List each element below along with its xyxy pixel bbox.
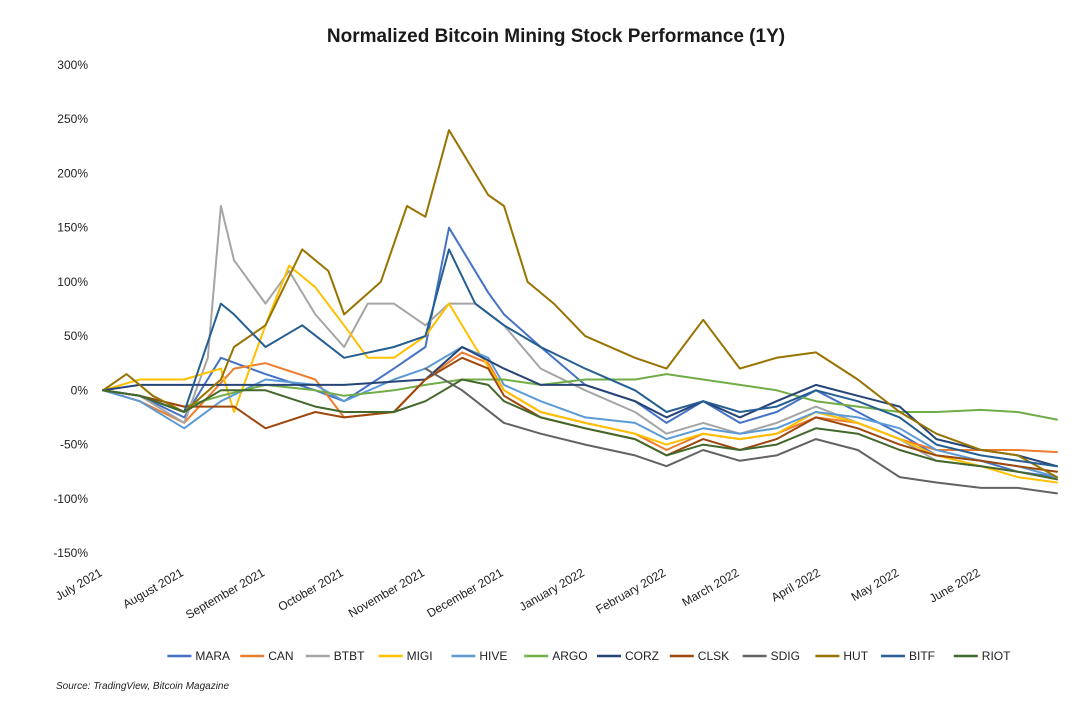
y-tick-label: 250% bbox=[57, 112, 88, 126]
x-tick-label: December 2021 bbox=[425, 565, 506, 620]
x-tick-label: June 2022 bbox=[927, 565, 983, 605]
x-tick-label: March 2022 bbox=[679, 565, 741, 609]
legend-label: HUT bbox=[843, 649, 868, 663]
series-line-riot bbox=[102, 378, 1058, 481]
series-line-sdig bbox=[424, 367, 1058, 495]
legend-label: ARGO bbox=[552, 649, 587, 663]
y-tick-label: 0% bbox=[71, 383, 89, 397]
legend-item-mara: MARA bbox=[167, 649, 230, 663]
x-tick-label: February 2022 bbox=[593, 565, 668, 616]
legend-item-riot: RIOT bbox=[953, 649, 1011, 663]
legend-label: BITF bbox=[909, 649, 935, 663]
x-tick-label: August 2021 bbox=[120, 565, 186, 611]
legend-item-migi: MIGI bbox=[378, 649, 433, 663]
legend-label: CAN bbox=[268, 649, 293, 663]
legend-label: MARA bbox=[195, 649, 230, 663]
legend-label: SDIG bbox=[771, 649, 800, 663]
y-tick-label: 50% bbox=[64, 329, 88, 343]
series-line-btbt bbox=[102, 205, 1058, 481]
x-tick-label: November 2021 bbox=[346, 565, 427, 620]
legend: MARA CAN BTBT MIGI HIVE ARGO CORZ CLSK SDIG HUT BI… bbox=[167, 649, 1011, 663]
legend-label: RIOT bbox=[982, 649, 1011, 663]
x-tick-label: October 2021 bbox=[276, 565, 346, 614]
legend-item-bitf: BITF bbox=[881, 649, 935, 663]
x-tick-label: April 2022 bbox=[769, 565, 823, 604]
legend-item-clsk: CLSK bbox=[669, 649, 729, 663]
legend-item-sdig: SDIG bbox=[742, 649, 800, 663]
plot-area bbox=[102, 129, 1058, 495]
legend-item-corz: CORZ bbox=[597, 649, 659, 663]
y-axis: 300% 250% 200% 150% 100% 50% 0% -50% -100% -150% bbox=[53, 58, 88, 560]
chart-title: Normalized Bitcoin Mining Stock Performa… bbox=[327, 26, 785, 47]
legend-item-hive: HIVE bbox=[451, 649, 507, 663]
legend-label: CLSK bbox=[698, 649, 729, 663]
source-note: Source: TradingView, Bitcoin Magazine bbox=[56, 681, 230, 692]
y-tick-label: -50% bbox=[60, 438, 88, 452]
legend-label: CORZ bbox=[625, 649, 659, 663]
series-line-hive bbox=[102, 346, 1058, 479]
series-line-bitf bbox=[102, 248, 1058, 468]
y-tick-label: 300% bbox=[57, 58, 88, 72]
y-tick-label: 200% bbox=[57, 166, 88, 180]
legend-label: MIGI bbox=[407, 649, 433, 663]
legend-label: BTBT bbox=[334, 649, 365, 663]
y-tick-label: -100% bbox=[53, 492, 88, 506]
legend-item-argo: ARGO bbox=[524, 649, 588, 663]
x-tick-label: July 2021 bbox=[53, 565, 105, 603]
series-line-hut bbox=[102, 129, 1058, 479]
legend-label: HIVE bbox=[479, 649, 507, 663]
x-tick-label: September 2021 bbox=[183, 565, 267, 622]
y-tick-label: -150% bbox=[53, 546, 88, 560]
x-tick-label: May 2022 bbox=[849, 565, 902, 604]
legend-item-hut: HUT bbox=[815, 649, 869, 663]
series-line-mara bbox=[102, 226, 1058, 479]
legend-item-btbt: BTBT bbox=[305, 649, 365, 663]
x-tick-label: January 2022 bbox=[517, 565, 587, 614]
y-tick-label: 100% bbox=[57, 275, 88, 289]
y-tick-label: 150% bbox=[57, 221, 88, 235]
series-line-migi bbox=[102, 264, 1058, 484]
legend-item-can: CAN bbox=[240, 649, 294, 663]
